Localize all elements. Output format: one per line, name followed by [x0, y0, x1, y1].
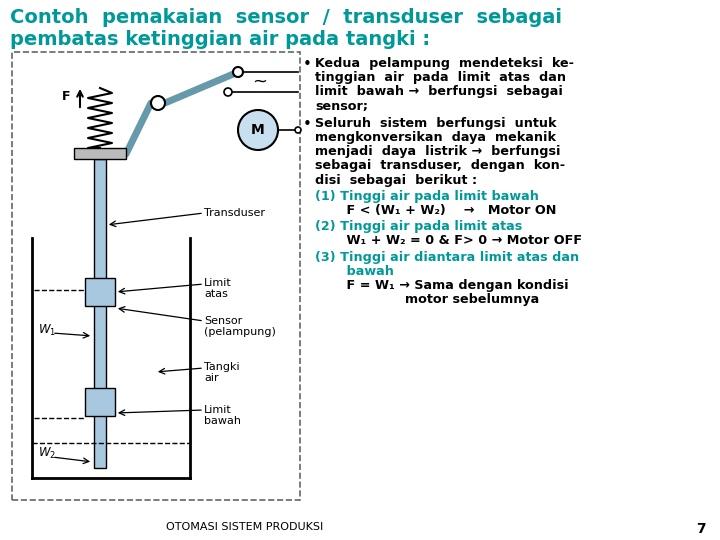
Text: F: F — [61, 90, 70, 103]
Bar — [85, 278, 115, 306]
Text: M: M — [251, 123, 265, 137]
Text: F = W₁ → Sama dengan kondisi: F = W₁ → Sama dengan kondisi — [315, 279, 569, 292]
Circle shape — [295, 127, 301, 133]
Bar — [74, 148, 126, 159]
Text: (3) Tinggi air diantara limit atas dan: (3) Tinggi air diantara limit atas dan — [315, 251, 579, 264]
Text: air: air — [204, 373, 219, 383]
Circle shape — [233, 67, 243, 77]
Text: •: • — [303, 57, 312, 72]
Text: atas: atas — [204, 289, 228, 299]
Text: pembatas ketinggian air pada tangki :: pembatas ketinggian air pada tangki : — [10, 30, 430, 49]
Text: Limit: Limit — [204, 405, 232, 415]
Text: Transduser: Transduser — [204, 208, 265, 218]
Text: limit  bawah →  berfungsi  sebagai: limit bawah → berfungsi sebagai — [315, 85, 563, 98]
Text: Limit: Limit — [204, 278, 232, 288]
Circle shape — [224, 88, 232, 96]
Bar — [85, 388, 115, 416]
Text: bawah: bawah — [204, 416, 241, 426]
Text: $W_2$: $W_2$ — [38, 446, 56, 461]
Text: •: • — [303, 117, 312, 132]
Bar — [94, 159, 106, 468]
Text: (1) Tinggi air pada limit bawah: (1) Tinggi air pada limit bawah — [315, 190, 539, 203]
Text: Contoh  pemakaian  sensor  /  transduser  sebagai: Contoh pemakaian sensor / transduser seb… — [10, 8, 562, 27]
Text: (2) Tinggi air pada limit atas: (2) Tinggi air pada limit atas — [315, 220, 522, 233]
Text: ~: ~ — [253, 73, 268, 91]
Text: tinggian  air  pada  limit  atas  dan: tinggian air pada limit atas dan — [315, 71, 566, 84]
Text: sensor;: sensor; — [315, 99, 368, 113]
Text: mengkonversikan  daya  mekanik: mengkonversikan daya mekanik — [315, 131, 556, 144]
Circle shape — [151, 96, 165, 110]
Text: motor sebelumnya: motor sebelumnya — [315, 293, 539, 306]
Text: Seluruh  sistem  berfungsi  untuk: Seluruh sistem berfungsi untuk — [315, 117, 557, 130]
Text: bawah: bawah — [315, 265, 394, 278]
Text: 7: 7 — [696, 522, 706, 536]
Text: sebagai  transduser,  dengan  kon-: sebagai transduser, dengan kon- — [315, 159, 565, 172]
Bar — [12, 52, 300, 500]
Circle shape — [238, 110, 278, 150]
Text: menjadi  daya  listrik →  berfungsi: menjadi daya listrik → berfungsi — [315, 145, 560, 158]
Text: F < (W₁ + W₂)    →   Motor ON: F < (W₁ + W₂) → Motor ON — [315, 204, 557, 217]
Text: Tangki: Tangki — [204, 362, 240, 372]
Text: Sensor: Sensor — [204, 316, 242, 326]
Text: W₁ + W₂ = 0 & F> 0 → Motor OFF: W₁ + W₂ = 0 & F> 0 → Motor OFF — [315, 234, 582, 247]
Text: $W_1$: $W_1$ — [38, 322, 56, 338]
Text: (pelampung): (pelampung) — [204, 327, 276, 337]
Text: Kedua  pelampung  mendeteksi  ke-: Kedua pelampung mendeteksi ke- — [315, 57, 574, 70]
Text: disi  sebagai  berikut :: disi sebagai berikut : — [315, 173, 477, 187]
Text: OTOMASI SISTEM PRODUKSI: OTOMASI SISTEM PRODUKSI — [166, 522, 323, 532]
